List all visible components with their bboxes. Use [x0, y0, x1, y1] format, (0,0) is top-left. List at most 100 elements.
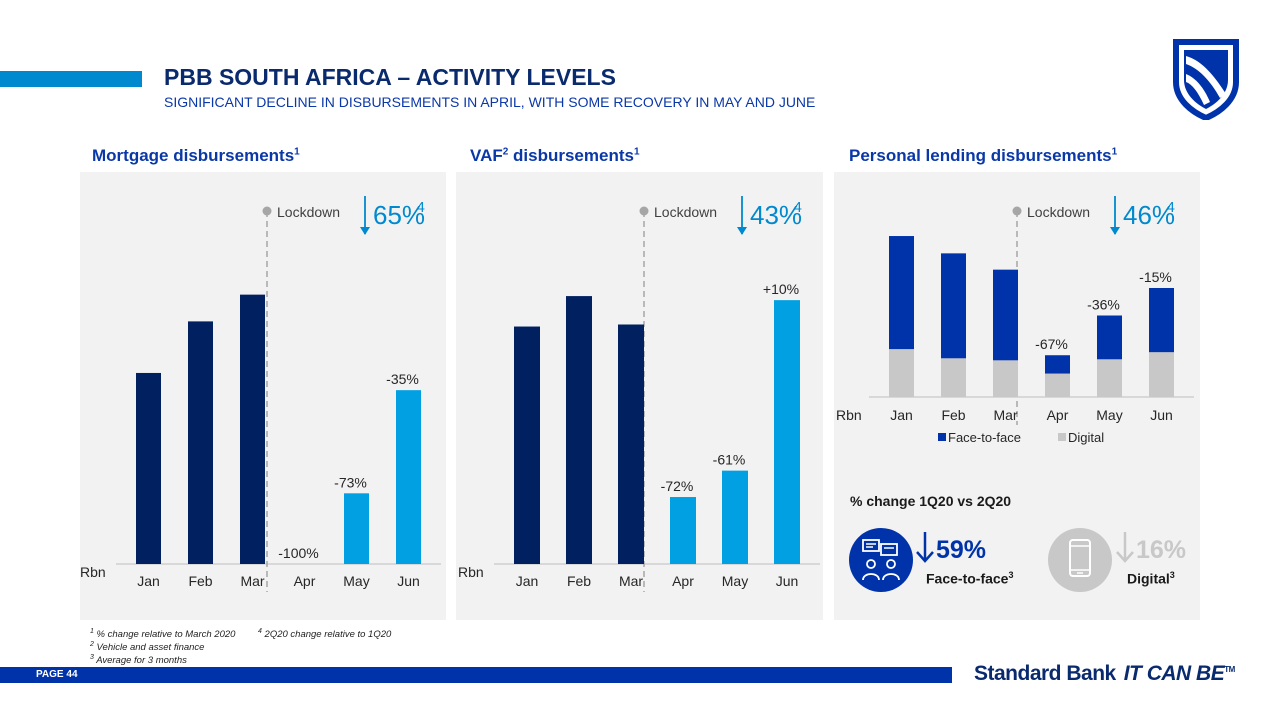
bar-face-to-face-apr: [1045, 355, 1070, 374]
x-tick-label-apr: Apr: [672, 573, 694, 589]
lockdown-label: Lockdown: [1027, 204, 1090, 220]
face-to-face-change-value: 59%: [936, 536, 987, 564]
people-chat-icon: [862, 539, 900, 581]
change-percent-sup: 4: [794, 199, 802, 216]
x-tick-label-jan: Jan: [890, 407, 913, 423]
vaf-panel: Lockdown 43% 4 Rbn Jan Feb Mar Apr -72% May -61% Ju…: [456, 172, 823, 620]
bar-feb: [566, 296, 592, 564]
bar-may: [344, 493, 369, 564]
data-label-apr: -72%: [661, 478, 694, 494]
bar-mar: [618, 324, 644, 564]
vaf-chart: Lockdown 43%4 Rbn Jan Feb Mar Apr -72% May -61% Ju…: [458, 196, 820, 592]
page-title: PBB SOUTH AFRICA – ACTIVITY LEVELS: [164, 64, 616, 90]
x-tick-label-feb: Feb: [941, 407, 965, 423]
legend-label-face-to-face: Face-to-face: [948, 430, 1021, 445]
personal-lending-panel: Lockdown 46% 4 Rbn Jan Feb Mar Apr -67% May -36% Ju…: [834, 172, 1200, 620]
down-arrow-grey-icon: [1116, 532, 1134, 563]
personal-lending-chart: Lockdown 46%4 Rbn Jan Feb Mar Apr -67% May -36% Ju…: [836, 196, 1194, 445]
bar-digital-feb: [941, 358, 966, 397]
face-to-face-label: Face-to-face3: [926, 570, 1014, 587]
footer-bar: [0, 667, 952, 683]
x-tick-label-may: May: [1096, 407, 1122, 423]
brand-wordmark: Standard Bank IT CAN BETM: [974, 662, 1235, 685]
x-tick-label-jun: Jun: [397, 573, 420, 589]
legend-label-digital: Digital: [1068, 430, 1104, 445]
data-label-may: -73%: [334, 474, 367, 490]
x-tick-label-jun: Jun: [776, 573, 799, 589]
x-tick-label-mar: Mar: [619, 573, 643, 589]
page-number: PAGE 44: [36, 669, 78, 680]
x-tick-label-feb: Feb: [188, 573, 212, 589]
mobile-phone-icon: [1069, 539, 1091, 577]
x-tick-label-jan: Jan: [516, 573, 539, 589]
legend-swatch-face-to-face: [938, 433, 946, 441]
bar-jan: [514, 326, 540, 564]
lockdown-label: Lockdown: [654, 204, 717, 220]
bar-digital-may: [1097, 359, 1122, 397]
bar-digital-jan: [889, 349, 914, 397]
header-accent-bar: [0, 71, 142, 87]
data-label-apr: -67%: [1035, 336, 1068, 352]
mortgage-chart: Lockdown 65%4 Rbn Jan Feb Mar Apr -100% May -73% J…: [80, 196, 441, 592]
bar-jun: [396, 390, 421, 564]
x-tick-label-apr: Apr: [294, 573, 316, 589]
digital-change-value: 16%: [1136, 536, 1187, 564]
x-tick-label-feb: Feb: [567, 573, 591, 589]
footnote-3: 3 Average for 3 months: [90, 654, 187, 667]
data-label-jun: -15%: [1139, 269, 1172, 285]
x-tick-label-jun: Jun: [1150, 407, 1173, 423]
change-arrow-head: [1110, 227, 1120, 235]
lockdown-dot: [639, 206, 649, 216]
change-percent-sup: 4: [417, 199, 425, 216]
footnote-4: 4 2Q20 change relative to 1Q20: [258, 628, 392, 641]
vaf-panel-title: VAF2 disbursements1: [470, 146, 640, 165]
personal-lending-panel-title: Personal lending disbursements1: [849, 146, 1118, 165]
digital-label: Digital3: [1127, 570, 1175, 587]
x-tick-label-may: May: [722, 573, 748, 589]
change-percent: 46%: [1123, 200, 1175, 230]
change-arrow-head: [360, 227, 370, 235]
mortgage-panel: Lockdown 65% 4 Rbn Jan Feb Mar Apr -100% May -73% J…: [80, 172, 446, 620]
data-label-apr: -100%: [278, 545, 318, 561]
digital-icon-circle: [1048, 528, 1112, 592]
y-unit-label: Rbn: [836, 407, 862, 423]
bar-may: [722, 470, 748, 564]
change-arrow-head: [737, 227, 747, 235]
bar-face-to-face-jan: [889, 236, 914, 350]
change-percent-sup: 4: [1167, 199, 1175, 216]
lockdown-dot: [1012, 206, 1022, 216]
data-label-jun: +10%: [763, 281, 799, 297]
y-unit-label: Rbn: [458, 564, 484, 580]
bar-apr: [670, 497, 696, 564]
standard-bank-shield-logo: [1173, 39, 1239, 120]
face-to-face-icon-circle: [849, 528, 913, 592]
bar-feb: [188, 321, 213, 564]
data-label-jun: -35%: [386, 371, 419, 387]
change-percent: 43%: [750, 200, 802, 230]
bar-jan: [136, 372, 161, 564]
data-label-may: -36%: [1087, 297, 1120, 313]
x-tick-label-mar: Mar: [993, 407, 1017, 423]
data-label-may: -61%: [713, 452, 746, 468]
footnote-1: 1 % change relative to March 2020: [90, 628, 236, 641]
x-tick-label-jan: Jan: [137, 573, 160, 589]
legend-swatch-digital: [1058, 433, 1066, 441]
footnote-2: 2 Vehicle and asset finance: [90, 641, 205, 654]
lockdown-dot: [262, 206, 272, 216]
bar-face-to-face-jun: [1149, 287, 1174, 353]
bar-face-to-face-mar: [993, 269, 1018, 361]
mortgage-panel-title: Mortgage disbursements1: [92, 146, 300, 165]
page-subtitle: SIGNIFICANT DECLINE IN DISBURSEMENTS IN …: [164, 94, 816, 110]
y-unit-label: Rbn: [80, 564, 106, 580]
bar-mar: [240, 294, 265, 564]
bar-digital-mar: [993, 360, 1018, 397]
change-percent: 65%: [373, 200, 425, 230]
bar-digital-jun: [1149, 352, 1174, 397]
change-summary-title: % change 1Q20 vs 2Q20: [850, 493, 1012, 509]
x-tick-label-mar: Mar: [240, 573, 264, 589]
lockdown-label: Lockdown: [277, 204, 340, 220]
bar-digital-apr: [1045, 373, 1070, 397]
down-arrow-icon: [916, 532, 934, 563]
x-tick-label-may: May: [343, 573, 369, 589]
bar-jun: [774, 300, 800, 564]
